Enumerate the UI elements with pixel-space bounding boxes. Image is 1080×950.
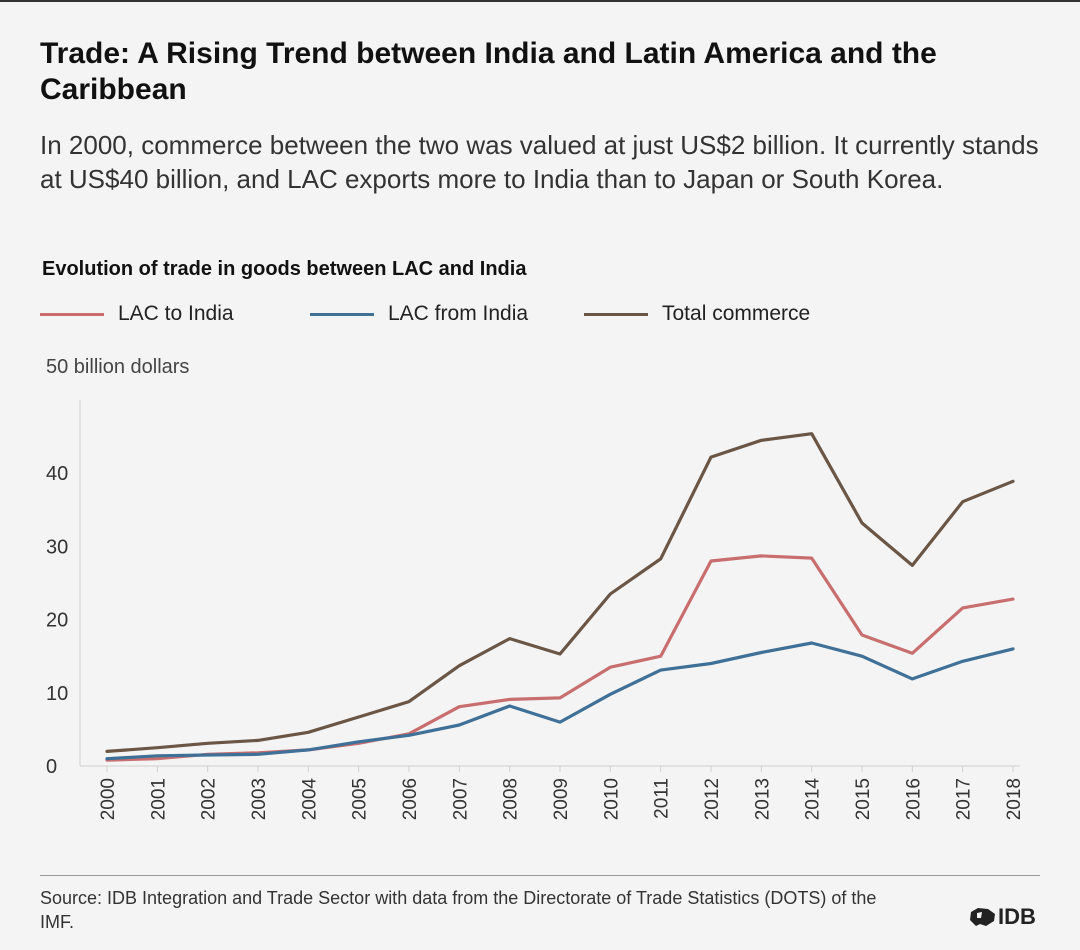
x-tick-label: 2003 — [249, 778, 270, 820]
x-tick-label: 2006 — [400, 778, 421, 820]
x-tick-label: 2001 — [148, 778, 169, 820]
chart-title: Evolution of trade in goods between LAC … — [42, 258, 527, 280]
series-line-lac-from-india — [105, 641, 1015, 761]
legend-label-lac-to-india: LAC to India — [118, 302, 234, 325]
legend-item-total-commerce: Total commerce — [584, 302, 810, 326]
x-tick-label: 2018 — [1004, 778, 1025, 820]
line-chart: 0 10 20 30 40 2000 2001 2002 2003 2004 2005 2006 200… — [46, 400, 1025, 821]
y-tick-label: 10 — [46, 683, 68, 705]
x-tick-label: 2013 — [752, 778, 773, 820]
x-tick-label: 2016 — [903, 778, 924, 820]
y-tick-label: 30 — [46, 536, 68, 558]
x-tick-label: 2017 — [954, 778, 975, 820]
y-tick-label: 40 — [46, 463, 68, 485]
x-tick-label: 2009 — [551, 778, 572, 820]
x-tick-label: 2014 — [803, 778, 824, 821]
y-tick-label: 0 — [46, 756, 57, 778]
x-tick-label: 2010 — [601, 778, 622, 820]
x-tick-label: 2007 — [450, 778, 471, 820]
series-line-lac-to-india — [105, 554, 1015, 762]
legend-item-lac-to-india: LAC to India — [40, 302, 234, 326]
source-divider — [40, 875, 1040, 876]
x-tick-label: 2002 — [199, 778, 220, 820]
legend-swatch-lac-to-india — [40, 312, 104, 316]
legend-label-total-commerce: Total commerce — [662, 302, 811, 325]
x-tick-label: 2008 — [501, 778, 522, 820]
x-tick-label: 2005 — [350, 778, 371, 820]
x-tick-label: 2004 — [299, 778, 320, 821]
idb-logo-text: IDB — [998, 904, 1036, 929]
y-axis-unit-label: 50 billion dollars — [46, 356, 190, 378]
x-tick-label: 2000 — [98, 778, 119, 820]
idb-logo: IDB — [968, 904, 1036, 930]
series-line-total-commerce — [105, 432, 1015, 753]
x-tick-label: 2015 — [853, 778, 874, 820]
top-rule — [0, 0, 1080, 2]
legend-swatch-total-commerce — [584, 312, 648, 316]
chart-legend: LAC to India LAC from India Total commer… — [40, 302, 1040, 332]
legend-label-lac-from-india: LAC from India — [388, 302, 529, 325]
legend-item-lac-from-india: LAC from India — [310, 302, 528, 326]
page-subtitle: In 2000, commerce between the two was va… — [40, 130, 1039, 194]
x-tick-label: 2011 — [652, 778, 673, 819]
x-tick-label: 2012 — [702, 778, 723, 820]
idb-logo-icon — [970, 908, 995, 926]
legend-swatch-lac-from-india — [310, 312, 374, 316]
y-tick-label: 20 — [46, 610, 68, 632]
source-note: Source: IDB Integration and Trade Sector… — [40, 888, 877, 932]
page-title: Trade: A Rising Trend between India and … — [40, 37, 937, 106]
